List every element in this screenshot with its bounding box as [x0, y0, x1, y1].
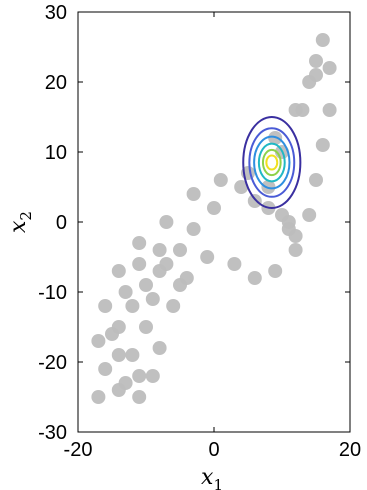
scatter-point — [98, 299, 113, 313]
scatter-point — [179, 271, 194, 285]
scatter-point — [322, 61, 337, 75]
scatter-point — [166, 299, 181, 313]
scatter-point — [207, 201, 221, 215]
scatter-point — [315, 33, 330, 47]
scatter-point — [132, 236, 147, 250]
scatter-point — [302, 208, 317, 222]
scatter-point — [132, 257, 147, 271]
scatter-point — [118, 285, 133, 299]
scatter-point — [268, 264, 283, 278]
y-tick-label: 10 — [45, 142, 67, 164]
x-axis-label-main: x — [201, 465, 214, 490]
scatter-point — [200, 250, 215, 264]
y-tick-label: -10 — [38, 282, 67, 304]
contour-level-3 — [257, 142, 286, 183]
x-tick-label: 20 — [339, 439, 361, 461]
x-axis-label: x1 — [201, 465, 223, 490]
scatter-point — [186, 222, 201, 236]
y-axis-label: x2 — [6, 211, 35, 233]
scatter-point — [132, 390, 147, 404]
x-axis-label-sub: 1 — [213, 476, 223, 490]
scatter-point — [234, 180, 249, 194]
scatter-point — [227, 257, 242, 271]
attractor-scatter — [91, 33, 337, 404]
scatter-point — [302, 75, 317, 89]
scatter-point — [111, 383, 126, 397]
y-tick-label: 20 — [45, 72, 67, 94]
scatter-point — [288, 103, 303, 117]
scatter-point — [139, 278, 153, 292]
x-tick-label: -20 — [64, 439, 93, 461]
contour-level-1 — [248, 127, 296, 198]
scatter-point — [132, 369, 147, 383]
scatter-point — [315, 138, 330, 152]
scatter-point — [139, 320, 153, 334]
scatter-point — [152, 341, 167, 355]
scatter-point — [91, 334, 106, 348]
scatter-point — [111, 348, 126, 362]
scatter-point — [288, 243, 303, 257]
scatter-point — [98, 362, 113, 376]
scatter-point — [173, 243, 187, 257]
scatter-point — [152, 243, 167, 257]
y-axis-ticks — [78, 11, 350, 433]
x-axis-tick-labels: -20 0 20 — [64, 439, 362, 461]
scatter-point — [213, 173, 228, 187]
scatter-point — [247, 194, 262, 208]
contour-lines — [242, 116, 302, 209]
scatter-point — [145, 292, 160, 306]
y-tick-label: -20 — [38, 352, 67, 374]
scatter-point — [159, 257, 174, 271]
y-axis-label-group: x2 — [6, 211, 35, 233]
scatter-point — [309, 54, 323, 68]
scatter-point — [145, 369, 160, 383]
y-axis-label-main: x — [6, 220, 31, 233]
contour-level-5 — [265, 154, 279, 171]
x-tick-label: 0 — [208, 439, 219, 461]
scatter-point — [111, 264, 126, 278]
contour-level-4 — [261, 148, 282, 177]
contour-level-2 — [253, 135, 291, 190]
y-tick-label: 0 — [56, 212, 67, 234]
contour-level-0 — [242, 116, 302, 209]
scatter-point — [159, 215, 174, 229]
scatter-point — [281, 222, 296, 236]
x-axis-ticks — [77, 12, 351, 432]
y-axis-label-sub: 2 — [17, 211, 35, 221]
scatter-point — [247, 271, 262, 285]
scatter-point — [125, 348, 140, 362]
scatter-point — [186, 187, 201, 201]
scatter-point — [125, 299, 140, 313]
y-tick-label: 30 — [45, 2, 67, 24]
scatter-point — [322, 103, 337, 117]
scatter-point — [309, 173, 323, 187]
y-tick-label: -30 — [38, 422, 67, 444]
y-axis-tick-labels: -30 -20 -10 0 10 20 30 — [38, 2, 67, 444]
scatter-point — [91, 390, 106, 404]
scatter-point — [105, 327, 119, 341]
